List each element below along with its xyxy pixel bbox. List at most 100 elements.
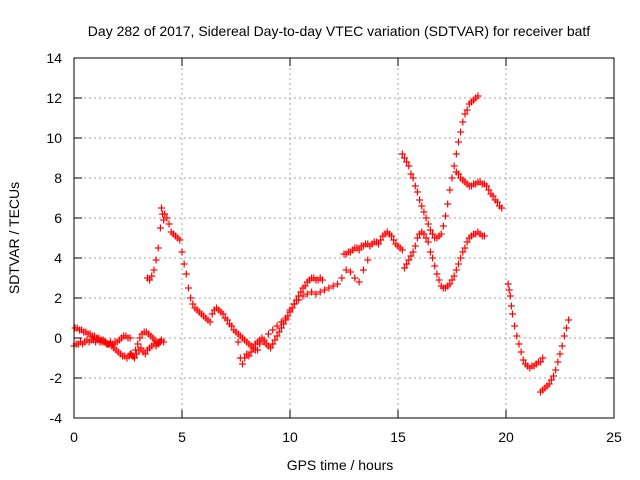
data-point: [375, 240, 383, 248]
data-point: [426, 248, 434, 256]
data-point: [290, 300, 298, 308]
data-point: [390, 236, 398, 244]
data-point: [424, 238, 432, 246]
data-point: [448, 174, 456, 182]
data-points: [70, 92, 573, 396]
data-point: [299, 292, 307, 300]
x-tick-label: 5: [178, 429, 186, 445]
data-point: [156, 338, 164, 346]
y-tick-label: 0: [54, 330, 62, 346]
data-point: [450, 162, 458, 170]
data-point: [519, 356, 527, 364]
data-point: [403, 158, 411, 166]
data-point: [269, 340, 277, 348]
data-point: [420, 230, 428, 238]
y-tick-label: 12: [46, 90, 62, 106]
data-point: [364, 256, 372, 264]
data-point: [411, 242, 419, 250]
data-point: [247, 348, 255, 356]
data-point: [206, 318, 214, 326]
data-point: [267, 344, 275, 352]
data-point: [187, 294, 195, 302]
data-point: [133, 350, 141, 358]
data-point: [550, 372, 558, 380]
data-point: [329, 282, 337, 290]
data-point: [507, 302, 515, 310]
data-point: [178, 248, 186, 256]
data-point: [154, 244, 162, 252]
data-point: [444, 200, 452, 208]
data-point: [504, 280, 512, 288]
data-point: [351, 274, 359, 282]
data-point: [403, 260, 411, 268]
y-tick-label: 8: [54, 170, 62, 186]
data-point: [318, 276, 326, 284]
data-point: [452, 266, 460, 274]
data-point: [446, 186, 454, 194]
y-tick-label: -4: [50, 410, 63, 426]
data-point: [463, 238, 471, 246]
data-point: [413, 234, 421, 242]
y-tick-label: 2: [54, 290, 62, 306]
data-point: [506, 292, 514, 300]
data-point: [325, 284, 333, 292]
data-point: [277, 324, 285, 332]
data-point: [176, 236, 184, 244]
data-point: [156, 224, 164, 232]
data-point: [405, 256, 413, 264]
data-point: [150, 266, 158, 274]
data-point: [273, 322, 281, 330]
data-point: [388, 232, 396, 240]
data-point: [511, 322, 519, 330]
data-point: [141, 350, 149, 358]
data-point: [277, 318, 285, 326]
data-point: [126, 334, 134, 342]
data-point: [184, 284, 192, 292]
data-point: [359, 266, 367, 274]
data-point: [273, 332, 281, 340]
data-point: [301, 282, 309, 290]
data-point: [508, 310, 516, 318]
data-point: [297, 288, 305, 296]
data-point: [400, 264, 408, 272]
data-point: [355, 278, 363, 286]
data-point: [245, 352, 253, 360]
data-point: [461, 110, 469, 118]
data-point: [241, 354, 249, 362]
data-point: [422, 234, 430, 242]
data-point: [346, 268, 354, 276]
data-point: [223, 316, 231, 324]
y-axis-label: SDTVAR / TECUs: [6, 182, 22, 294]
data-point: [420, 208, 428, 216]
data-point: [517, 348, 525, 356]
data-point: [338, 274, 346, 282]
data-point: [271, 336, 279, 344]
data-point: [208, 310, 216, 318]
chart-title: Day 282 of 2017, Sidereal Day-to-day VTE…: [88, 23, 591, 39]
data-point: [498, 204, 506, 212]
data-point: [275, 328, 283, 336]
data-point: [431, 262, 439, 270]
data-point: [238, 360, 246, 368]
data-point: [157, 204, 165, 212]
data-point: [411, 182, 419, 190]
data-point: [400, 154, 408, 162]
data-point: [146, 276, 154, 284]
data-point: [450, 272, 458, 280]
data-point: [148, 272, 156, 280]
data-point: [398, 150, 406, 158]
y-tick-label: 6: [54, 210, 62, 226]
data-point: [182, 270, 190, 278]
data-point: [418, 202, 426, 210]
data-point: [219, 310, 227, 318]
x-tick-label: 0: [70, 429, 78, 445]
data-point: [454, 170, 462, 178]
data-point: [342, 266, 350, 274]
data-point: [303, 290, 311, 298]
data-point: [485, 186, 493, 194]
data-point: [249, 344, 257, 352]
x-axis-label: GPS time / hours: [287, 457, 394, 473]
data-point: [493, 198, 501, 206]
data-point: [539, 354, 547, 362]
